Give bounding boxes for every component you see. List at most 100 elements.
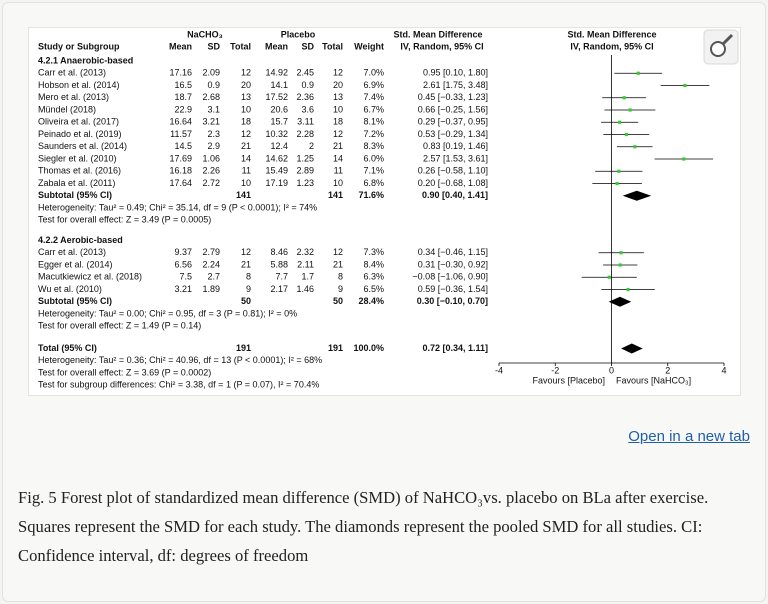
table-cell: 14 bbox=[241, 153, 251, 163]
table-cell: 9 bbox=[338, 284, 343, 294]
table-cell: 15.49 bbox=[265, 166, 288, 176]
table-cell: 11 bbox=[242, 166, 251, 176]
figure-frame bbox=[28, 27, 741, 396]
pooled-total: 191 bbox=[236, 343, 251, 353]
table-cell: 2.89 bbox=[296, 166, 314, 176]
table-cell: 2.79 bbox=[202, 247, 220, 257]
x-tick-label: 0 bbox=[609, 365, 614, 375]
study-name: Macutkiewicz et al. (2018) bbox=[38, 272, 142, 282]
column-header: Std. Mean Difference bbox=[393, 29, 482, 39]
table-cell: 14.62 bbox=[265, 153, 288, 163]
table-cell: 2.45 bbox=[296, 68, 314, 78]
table-cell: 8.46 bbox=[270, 247, 288, 257]
table-cell: 2.11 bbox=[297, 259, 314, 269]
estimate-label: 0.95 [0.10, 1.80] bbox=[423, 68, 488, 78]
study-name: Carr et al. (2013) bbox=[38, 247, 106, 257]
table-cell: 2.68 bbox=[202, 92, 220, 102]
estimate-label: 0.31 [−0.30, 0.92] bbox=[418, 259, 488, 269]
table-cell: 2.17 bbox=[270, 284, 288, 294]
pooled-weight: 28.4% bbox=[358, 296, 384, 306]
effect-square bbox=[626, 287, 630, 292]
table-cell: 2.9 bbox=[207, 141, 220, 151]
table-cell: 1.46 bbox=[296, 284, 314, 294]
table-cell: 17.19 bbox=[265, 178, 288, 188]
pooled-total: 50 bbox=[333, 296, 343, 306]
table-cell: 17.52 bbox=[265, 92, 288, 102]
note: Test for subgroup differences: Chi² = 3.… bbox=[38, 380, 319, 390]
weight: 7.0% bbox=[363, 68, 384, 78]
table-cell: 2.7 bbox=[207, 272, 220, 282]
table-cell: 2.26 bbox=[202, 166, 220, 176]
weight: 8.4% bbox=[363, 259, 384, 269]
table-cell: 21 bbox=[241, 259, 251, 269]
table-cell: 3.6 bbox=[301, 104, 314, 114]
table-cell: 16.64 bbox=[169, 117, 192, 127]
table-cell: 8 bbox=[338, 272, 343, 282]
effect-square bbox=[633, 145, 637, 149]
pooled-label: 0.72 [0.34, 1.11] bbox=[422, 343, 488, 353]
study-name: Mero et al. (2013) bbox=[38, 92, 109, 102]
x-tick-label: 2 bbox=[665, 365, 670, 375]
table-cell: 10.32 bbox=[265, 129, 288, 139]
x-tick-label: 4 bbox=[721, 365, 726, 375]
table-cell: 21 bbox=[241, 141, 251, 151]
table-cell: 18.7 bbox=[174, 92, 192, 102]
effect-square bbox=[615, 181, 619, 186]
pooled-total: 141 bbox=[236, 190, 251, 200]
group-header: NaCHO₃ bbox=[187, 29, 223, 39]
column-header: IV, Random, 95% CI bbox=[570, 41, 653, 51]
open-link[interactable]: Open in a new tab bbox=[628, 428, 750, 445]
table-cell: 2.36 bbox=[296, 92, 314, 102]
study-name: Thomas et al. (2016) bbox=[38, 166, 121, 176]
study-name: Siegler et al. (2010) bbox=[38, 153, 117, 163]
effect-square bbox=[618, 120, 622, 124]
weight: 7.4% bbox=[363, 92, 384, 102]
estimate-label: −0.08 [−1.06, 0.90] bbox=[412, 272, 488, 282]
estimate-label: 0.26 [−0.58, 1.10] bbox=[418, 166, 488, 176]
table-cell: 3.21 bbox=[174, 284, 192, 294]
effect-square bbox=[618, 263, 622, 267]
group-header: Placebo bbox=[281, 29, 316, 39]
pooled-diamond bbox=[622, 190, 652, 201]
weight: 6.5% bbox=[363, 284, 384, 294]
table-cell: 12 bbox=[241, 68, 251, 78]
note: Test for overall effect: Z = 3.49 (P = 0… bbox=[38, 215, 211, 225]
table-cell: 2.28 bbox=[296, 129, 314, 139]
study-name: Egger et al. (2014) bbox=[38, 259, 113, 269]
table-cell: 15.7 bbox=[270, 117, 288, 127]
table-cell: 14.92 bbox=[265, 68, 288, 78]
column-header: Weight bbox=[354, 41, 384, 51]
table-cell: 1.89 bbox=[202, 284, 220, 294]
table-cell: 0.9 bbox=[207, 80, 220, 90]
pooled-diamond bbox=[608, 296, 632, 307]
estimate-label: 0.53 [−0.29, 1.34] bbox=[418, 129, 488, 139]
x-tick-label: -2 bbox=[551, 365, 559, 375]
subgroup-title: 4.2.2 Aerobic-based bbox=[38, 235, 123, 245]
pooled-label: 0.90 [0.40, 1.41] bbox=[422, 190, 488, 200]
effect-square bbox=[619, 251, 623, 255]
table-cell: 17.64 bbox=[169, 178, 192, 188]
note: Heterogeneity: Tau² = 0.49; Chi² = 35.14… bbox=[38, 202, 317, 212]
pooled-name: Subtotal (95% CI) bbox=[38, 190, 112, 200]
note: Heterogeneity: Tau² = 0.36; Chi² = 40.96… bbox=[38, 355, 322, 365]
study-name: Zabala et al. (2011) bbox=[38, 178, 115, 188]
weight: 7.3% bbox=[363, 247, 384, 257]
column-header: SD bbox=[301, 41, 314, 51]
figure-caption: Fig. 5 Forest plot of standardized mean … bbox=[18, 488, 709, 565]
table-cell: 14.5 bbox=[174, 141, 192, 151]
pooled-weight: 100.0% bbox=[353, 343, 384, 353]
table-cell: 12 bbox=[333, 129, 343, 139]
effect-square bbox=[682, 157, 686, 161]
effect-square bbox=[636, 71, 640, 75]
pooled-name: Subtotal (95% CI) bbox=[38, 296, 112, 306]
weight: 8.1% bbox=[363, 117, 384, 127]
table-cell: 18 bbox=[333, 117, 343, 127]
zoom-icon[interactable] bbox=[703, 29, 739, 65]
column-header: Total bbox=[322, 41, 343, 51]
table-cell: 7.7 bbox=[275, 272, 288, 282]
effect-square bbox=[628, 108, 632, 112]
x-axis-label: Favours [NaHCO₃] bbox=[616, 375, 691, 385]
table-cell: 12 bbox=[241, 247, 251, 257]
table-cell: 0.9 bbox=[301, 80, 314, 90]
pooled-total: 141 bbox=[328, 190, 343, 200]
